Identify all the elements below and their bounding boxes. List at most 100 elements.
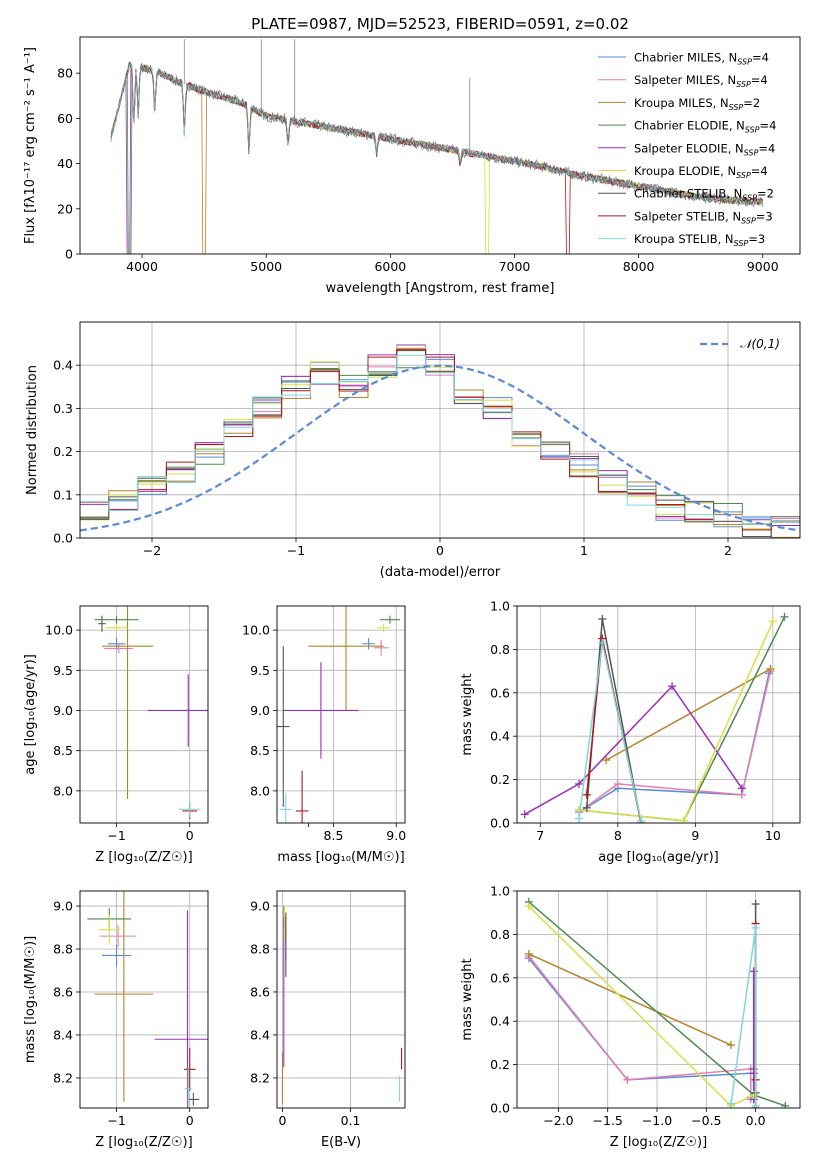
y-axis-label: mass weight <box>460 958 475 1040</box>
x-tick-label: −1.0 <box>642 1113 672 1128</box>
y-tick-label: 40 <box>57 156 73 171</box>
y-tick-label: 0.4 <box>490 729 510 744</box>
panel-spectrum: 4000 5000 6000 7000 8000 9000 0 20 40 60 80 wavelen… <box>23 36 801 296</box>
y-axis-label: age [log₁₀(age/yr)] <box>23 654 38 775</box>
legend-label: Kroupa ELODIE, NSSP=4 <box>634 164 768 180</box>
x-axis-label: mass [log₁₀(M/M☉)] <box>277 850 404 865</box>
x-axis-label: age [log₁₀(age/yr)] <box>598 850 719 865</box>
y-tick-label: 8.4 <box>250 1027 270 1042</box>
weight-line-5 <box>524 685 743 815</box>
y-tick-label: 20 <box>57 201 73 216</box>
axes-frame <box>276 605 406 824</box>
y-tick-label: 1.0 <box>490 599 510 614</box>
axes-frame <box>79 890 209 1109</box>
y-tick-label: 0.2 <box>490 1057 510 1072</box>
x-tick-label: 9 <box>691 828 699 843</box>
y-tick-label: 0.3 <box>53 401 73 416</box>
x-axis-label: Z [log₁₀(Z/Z☉)] <box>95 1135 192 1150</box>
y-tick-label: 80 <box>57 66 73 81</box>
x-tick-label: −1 <box>107 828 125 843</box>
x-tick-label: 4000 <box>126 259 158 274</box>
panel-age-vs-Z: −1 0 8.0 8.5 9.0 9.5 10.0 Z [log₁₀(Z/Z☉)] age [l… <box>23 605 209 865</box>
y-tick-label: 8.5 <box>53 743 73 758</box>
weight-line-3 <box>528 953 732 1046</box>
figure-title: PLATE=0987, MJD=52523, FIBERID=0591, z=0… <box>251 15 629 33</box>
plot-content <box>524 897 790 1108</box>
x-axis-label: (data-model)/error <box>380 565 501 580</box>
x-tick-label: 7 <box>536 828 544 843</box>
y-tick-label: 8.6 <box>53 984 73 999</box>
x-axis-label: E(B-V) <box>321 1135 361 1150</box>
y-tick-label: 8.2 <box>53 1070 73 1085</box>
y-tick-label: 0.8 <box>490 927 510 942</box>
legend-label: Chabrier MILES, NSSP=4 <box>634 51 769 67</box>
x-tick-label: 9000 <box>747 259 779 274</box>
y-tick-label: 0.2 <box>490 772 510 787</box>
y-axis-label: Flux [fλ10⁻¹⁷ erg cm⁻² s⁻¹ A⁻¹] <box>23 47 38 244</box>
x-tick-label: 9.0 <box>386 828 406 843</box>
x-tick-label: 0 <box>186 1113 194 1128</box>
legend-label: Salpeter MILES, NSSP=4 <box>634 73 768 89</box>
plot-content <box>277 606 400 823</box>
x-axis-label: Z [log₁₀(Z/Z☉)] <box>610 1135 707 1150</box>
y-tick-label: 0.4 <box>53 358 73 373</box>
plot-area <box>277 606 405 823</box>
x-tick-label: 8000 <box>623 259 655 274</box>
legend-label: Kroupa STELIB, NSSP=3 <box>634 232 765 248</box>
x-tick-label: 7000 <box>499 259 531 274</box>
weight-line-2 <box>528 955 752 1100</box>
panel-weight-vs-age: 7 8 9 10 0.0 0.2 0.4 0.6 0.8 1.0 age [log₁₀(age/yr… <box>460 599 801 865</box>
normal-curve <box>80 364 800 532</box>
y-tick-label: 0.0 <box>490 816 510 831</box>
x-axis-label: wavelength [Angstrom, rest frame] <box>326 281 555 296</box>
plot-content <box>80 344 800 538</box>
y-tick-label: 0.0 <box>490 1101 510 1116</box>
plot-area <box>80 891 208 1108</box>
y-tick-label: 9.0 <box>53 703 73 718</box>
y-tick-label: 9.0 <box>53 899 73 914</box>
y-tick-label: 0.8 <box>490 642 510 657</box>
legend-label: Salpeter ELODIE, NSSP=4 <box>634 141 775 157</box>
y-tick-label: 8.2 <box>250 1070 270 1085</box>
x-tick-label: −1.5 <box>593 1113 623 1128</box>
x-tick-label: 0 <box>278 1113 286 1128</box>
plot-content <box>520 612 789 823</box>
plot-area <box>277 891 405 1108</box>
x-tick-label: 10 <box>765 828 781 843</box>
axes-frame <box>516 605 801 824</box>
y-tick-label: 8.0 <box>250 783 270 798</box>
axes-frame <box>79 605 209 824</box>
x-tick-label: 0 <box>436 543 444 558</box>
y-tick-label: 0 <box>65 247 73 262</box>
plot-content <box>94 606 208 819</box>
panel-weight-vs-Z: −2.0 −1.5 −1.0 −0.5 0.0 0.0 0.2 0.4 0.6 0.8 1.0 Z [… <box>460 884 801 1150</box>
y-tick-label: 8.8 <box>53 942 73 957</box>
panel-mass-vs-Z: −1 0 8.2 8.4 8.6 8.8 9.0 Z [log₁₀(Z/Z☉)] mass [l… <box>23 890 209 1150</box>
y-tick-label: 10.0 <box>45 623 73 638</box>
y-tick-label: 8.0 <box>53 783 73 798</box>
y-tick-label: 9.5 <box>53 663 73 678</box>
axes-frame <box>79 36 801 255</box>
x-tick-label: −2.0 <box>543 1113 573 1128</box>
plot-content <box>281 906 403 1104</box>
x-tick-label: 8 <box>614 828 622 843</box>
axes-frame <box>276 890 406 1109</box>
x-tick-label: −1 <box>107 1113 125 1128</box>
y-axis-label: Normed distribution <box>25 365 40 495</box>
plot-content <box>110 39 764 254</box>
y-tick-label: 9.0 <box>250 899 270 914</box>
x-tick-label: 0.0 <box>746 1113 766 1128</box>
x-axis-label: Z [log₁₀(Z/Z☉)] <box>95 850 192 865</box>
legend-label: Kroupa MILES, NSSP=2 <box>634 96 760 112</box>
x-tick-label: 1 <box>580 543 588 558</box>
histogram-9 <box>80 354 800 538</box>
y-tick-label: 8.5 <box>250 743 270 758</box>
legend: Chabrier MILES, NSSP=4 Salpeter MILES, NS… <box>598 51 776 248</box>
x-tick-label: 5000 <box>250 259 282 274</box>
x-tick-label: 6000 <box>374 259 406 274</box>
y-tick-label: 0.1 <box>53 487 73 502</box>
legend-label: 𝒩(0,1) <box>740 337 780 351</box>
axes-frame <box>516 890 801 1109</box>
x-tick-label: 2 <box>724 543 732 558</box>
